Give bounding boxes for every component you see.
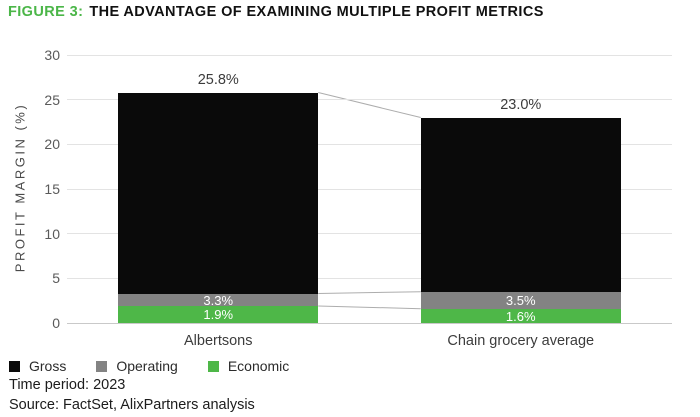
- connector-operating: [318, 291, 421, 295]
- legend-swatch-gross: [9, 360, 20, 372]
- legend-item-gross: Gross: [9, 358, 66, 374]
- time-period-note: Time period: 2023: [9, 377, 126, 393]
- gridline-y-20: [67, 143, 672, 145]
- gridline-y-25: [67, 99, 672, 101]
- legend-item-operating: Operating: [96, 358, 178, 374]
- y-tick-label: 15: [44, 181, 60, 197]
- economic-value-label: 1.9%: [203, 307, 234, 323]
- gross-value-label: 23.0%: [500, 96, 542, 113]
- gridline-y-10: [67, 233, 672, 235]
- bar-economic-2: [420, 308, 621, 323]
- y-tick-label: 10: [44, 225, 60, 242]
- category-label-1: Albertsons: [183, 333, 253, 349]
- gross-value-label: 25.8%: [197, 71, 239, 88]
- gridline-y-15: [67, 188, 672, 190]
- figure-title-text: THE ADVANTAGE OF EXAMINING MULTIPLE PROF…: [89, 4, 544, 20]
- connector-economic: [318, 305, 421, 310]
- bar-gross-2: [420, 117, 621, 323]
- gridline-y-0: [67, 322, 672, 324]
- bar-economic-1: [118, 306, 319, 323]
- y-tick-label: 30: [44, 47, 60, 63]
- gridline-y-5: [67, 277, 672, 279]
- connector-gross: [318, 92, 421, 119]
- legend-swatch-economic: [207, 360, 219, 372]
- source-note: Source: FactSet, AlixPartners analysis: [9, 397, 255, 413]
- operating-value-label: 3.5%: [505, 292, 536, 308]
- legend: Gross Operating Economic: [9, 358, 289, 374]
- legend-swatch-operating: [96, 360, 108, 372]
- legend-label: Gross: [29, 358, 67, 374]
- legend-label: Operating: [116, 358, 178, 374]
- y-tick-label: 20: [44, 136, 60, 153]
- operating-value-label: 3.3%: [203, 292, 234, 308]
- figure-title: FIGURE 3: THE ADVANTAGE OF EXAMINING MULT…: [8, 4, 544, 20]
- y-tick-label: 25: [44, 91, 60, 108]
- legend-item-economic: Economic: [207, 358, 290, 374]
- figure-number: FIGURE 3:: [8, 4, 84, 20]
- y-tick-label: 0: [52, 315, 60, 331]
- bar-gross-1: [118, 92, 319, 323]
- legend-label: Economic: [227, 358, 290, 374]
- economic-value-label: 1.6%: [505, 308, 536, 324]
- category-label-2: Chain grocery average: [447, 333, 595, 349]
- y-tick-label: 5: [52, 270, 60, 287]
- gridline-y-30: [67, 54, 672, 56]
